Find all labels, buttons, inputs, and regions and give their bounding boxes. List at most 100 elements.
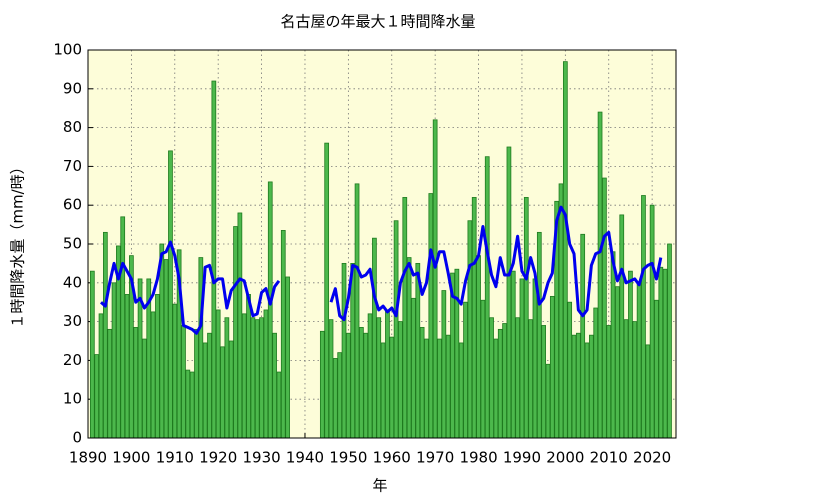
bar (124, 294, 130, 439)
bar (580, 233, 586, 439)
y-tick-label: 30 (63, 312, 82, 330)
bar (662, 268, 668, 439)
bar (111, 282, 117, 439)
bar (215, 309, 221, 439)
y-tick-label: 0 (72, 429, 82, 447)
bar (493, 338, 499, 439)
bar (636, 282, 642, 439)
bar (341, 262, 347, 439)
bar (615, 286, 620, 439)
bar (584, 342, 590, 439)
bar (419, 327, 425, 439)
bar (346, 332, 351, 439)
bar (519, 278, 525, 439)
bar (367, 313, 373, 439)
bar (233, 226, 238, 439)
bar (246, 294, 251, 439)
bar (567, 301, 573, 439)
bar (120, 216, 126, 439)
bar (562, 61, 568, 439)
bar (185, 369, 191, 439)
bar (476, 255, 481, 439)
bar (228, 340, 234, 439)
bar (645, 344, 651, 439)
bar (385, 309, 390, 439)
bar (619, 214, 625, 439)
bar (667, 243, 672, 439)
bar (181, 325, 186, 439)
bar (497, 328, 503, 439)
bar (576, 332, 581, 439)
x-tick-label: 2020 (633, 449, 671, 467)
bar (211, 80, 217, 439)
y-tick-label: 70 (63, 157, 82, 175)
bar (202, 342, 208, 439)
bar (94, 354, 100, 439)
bar (172, 303, 178, 439)
bar (623, 319, 629, 439)
y-tick-label: 50 (63, 235, 82, 253)
bar (602, 177, 607, 439)
bar (272, 332, 277, 439)
x-tick-label: 1950 (329, 449, 367, 467)
bar (458, 342, 464, 439)
bar (324, 142, 330, 439)
bar (528, 319, 533, 439)
bar (380, 342, 386, 439)
y-tick-label: 10 (63, 390, 82, 408)
bar (536, 231, 542, 439)
bar (259, 317, 264, 439)
x-tick-label: 1970 (416, 449, 454, 467)
bar (441, 290, 447, 439)
y-tick-label: 80 (63, 118, 82, 136)
bar (541, 325, 546, 439)
bar (593, 307, 599, 439)
bar (545, 363, 551, 439)
bar (654, 299, 659, 439)
bar (354, 183, 360, 439)
moving-average-line (100, 205, 663, 335)
x-axis-label: 年 (372, 477, 387, 495)
plot-frame (87, 49, 677, 439)
bar (332, 358, 338, 439)
bar (237, 212, 243, 439)
bar (398, 321, 403, 439)
bar (467, 220, 473, 439)
bar (424, 338, 429, 439)
bar (220, 346, 225, 439)
x-tick-label: 2000 (546, 449, 584, 467)
bar (189, 371, 195, 439)
bar (319, 330, 325, 439)
bar (142, 338, 147, 439)
bar (506, 146, 512, 439)
x-tick-label: 1990 (503, 449, 541, 467)
x-tick-label: 1920 (199, 449, 237, 467)
x-tick-label: 1960 (373, 449, 411, 467)
bar (510, 270, 516, 439)
bar (363, 332, 369, 439)
bar (107, 328, 113, 439)
bar (523, 197, 529, 439)
y-tick-label: 40 (63, 273, 82, 291)
bar (372, 237, 377, 439)
bar (649, 204, 655, 439)
bar (198, 257, 204, 439)
bar (428, 193, 434, 439)
y-tick-label: 20 (63, 351, 82, 369)
bar (359, 327, 364, 439)
bar (445, 334, 451, 439)
bar (133, 327, 139, 439)
bar (658, 266, 664, 439)
bar (606, 325, 612, 439)
y-tick-label: 60 (63, 196, 82, 214)
bar (463, 301, 468, 439)
bar (159, 243, 165, 439)
bar (224, 317, 230, 439)
y-tick-label: 100 (53, 41, 82, 59)
bar (194, 328, 199, 439)
bar (393, 220, 399, 439)
bar (571, 334, 577, 439)
bar (415, 262, 421, 439)
bar (437, 338, 442, 439)
